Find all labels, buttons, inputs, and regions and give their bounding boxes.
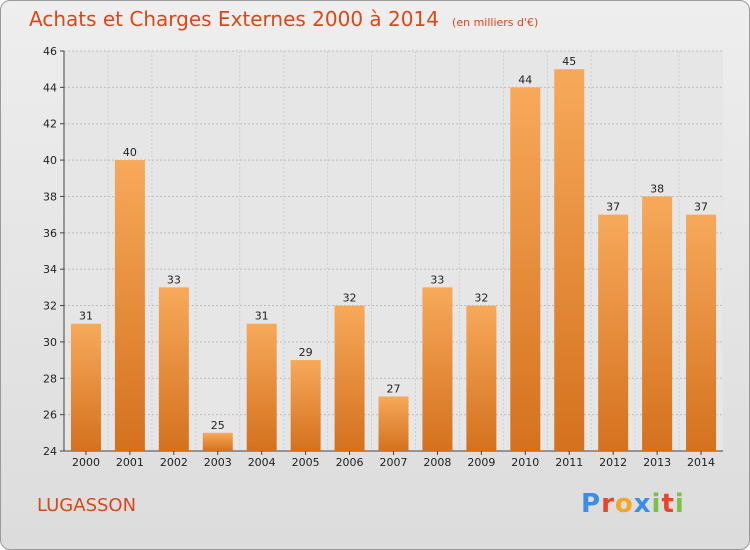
y-tick-label: 40: [43, 154, 57, 167]
chart-title-row: Achats et Charges Externes 2000 à 2014 (…: [29, 7, 538, 31]
y-tick-label: 42: [43, 118, 57, 131]
logo-letter: t: [661, 489, 675, 519]
labels: 24 26 28 30 32 34 36 38 40 42 44 46 31 2000 40 2001 33 20…: [43, 45, 715, 469]
x-tick-label: 2014: [687, 456, 715, 469]
bar-value-label: 32: [474, 292, 488, 305]
bar-value-label: 29: [299, 346, 313, 359]
x-tick-label: 2001: [116, 456, 144, 469]
logo-letter: r: [601, 489, 615, 519]
bar: [158, 287, 189, 451]
bar-value-label: 44: [518, 73, 532, 86]
y-tick-label: 28: [43, 372, 57, 385]
x-tick-label: 2000: [72, 456, 100, 469]
bar: [422, 287, 453, 451]
bar-value-label: 32: [343, 292, 357, 305]
bar-value-label: 33: [430, 273, 444, 286]
bar-value-label: 37: [606, 201, 620, 214]
x-tick-label: 2003: [204, 456, 232, 469]
logo-letter: x: [633, 489, 652, 519]
bar: [642, 196, 673, 451]
x-tick-label: 2002: [160, 456, 188, 469]
y-tick-label: 30: [43, 336, 57, 349]
x-tick-label: 2011: [555, 456, 583, 469]
y-tick-label: 46: [43, 45, 57, 58]
bar: [114, 160, 145, 451]
x-tick-label: 2009: [467, 456, 495, 469]
bar: [686, 214, 717, 451]
x-tick-label: 2005: [292, 456, 320, 469]
logo-letter: P: [581, 489, 602, 519]
chart-subtitle: (en milliers d'€): [452, 16, 539, 29]
chart-title: Achats et Charges Externes 2000 à 2014: [29, 7, 439, 31]
x-tick-label: 2013: [643, 456, 671, 469]
x-tick-label: 2006: [336, 456, 364, 469]
bar: [334, 305, 365, 451]
bar: [466, 305, 497, 451]
proxiti-logo: Proxiti: [581, 489, 685, 519]
bar-value-label: 31: [255, 310, 269, 323]
y-tick-label: 26: [43, 409, 57, 422]
bar: [554, 69, 585, 451]
y-tick-label: 32: [43, 300, 57, 313]
logo-letter: o: [614, 489, 634, 519]
x-tick-label: 2012: [599, 456, 627, 469]
bar-value-label: 38: [650, 182, 664, 195]
bar: [70, 323, 101, 451]
bar-value-label: 31: [79, 310, 93, 323]
bars: [70, 69, 717, 451]
bar-value-label: 25: [211, 419, 225, 432]
bar-value-label: 27: [387, 382, 401, 395]
x-tick-label: 2010: [511, 456, 539, 469]
x-tick-label: 2007: [380, 456, 408, 469]
bar: [202, 432, 233, 451]
x-tick-label: 2004: [248, 456, 276, 469]
y-tick-label: 34: [43, 263, 57, 276]
bar: [510, 87, 541, 451]
y-tick-label: 44: [43, 81, 57, 94]
bar: [246, 323, 277, 451]
bar-value-label: 40: [123, 146, 137, 159]
bar: [598, 214, 629, 451]
y-tick-label: 24: [43, 445, 57, 458]
y-tick-label: 36: [43, 227, 57, 240]
bar-value-label: 37: [694, 201, 708, 214]
logo-letter: i: [674, 489, 685, 519]
y-tick-label: 38: [43, 190, 57, 203]
bar: [290, 360, 321, 451]
commune-name: LUGASSON: [37, 495, 137, 516]
bar: [378, 396, 409, 451]
bar-value-label: 33: [167, 273, 181, 286]
bar-value-label: 45: [562, 55, 576, 68]
x-tick-label: 2008: [423, 456, 451, 469]
logo-letter: i: [651, 489, 662, 519]
